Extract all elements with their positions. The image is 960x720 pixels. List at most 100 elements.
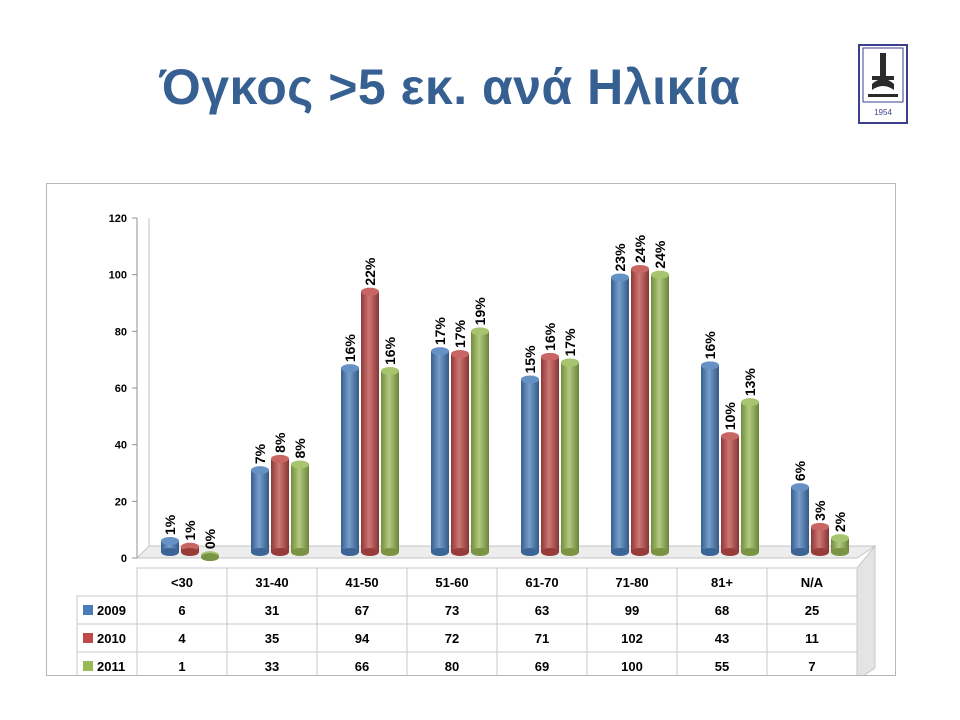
data-label: 24% [652, 240, 668, 269]
bar-base [341, 548, 359, 556]
y-tick-label: 40 [115, 440, 127, 452]
bar-2010-4 [541, 356, 559, 552]
data-label: 7% [252, 443, 268, 464]
bar-cap [831, 534, 849, 543]
table-cell [676, 567, 768, 597]
bar-cap [291, 460, 309, 469]
bar-base [381, 548, 399, 556]
table-cell [766, 623, 858, 653]
bar-base [791, 548, 809, 556]
table-value: 35 [265, 631, 279, 646]
data-label: 16% [702, 331, 718, 360]
bar-cap [471, 327, 489, 336]
bar-2011-4 [561, 362, 579, 552]
table-value: 11 [805, 631, 819, 646]
bar-base [561, 548, 579, 556]
table-value: 33 [265, 659, 279, 674]
bar-2009-2 [341, 368, 359, 552]
category-label: 41-50 [345, 575, 378, 590]
bar-2011-6 [741, 402, 759, 552]
bar-cap [701, 361, 719, 370]
bar-cap [451, 350, 469, 358]
bar-2009-5 [611, 277, 629, 552]
table-cell [316, 623, 408, 653]
y-tick-label: 20 [115, 496, 127, 508]
table-value: 100 [621, 659, 643, 674]
bar-2009-1 [251, 470, 269, 552]
data-label: 1% [182, 520, 198, 541]
table-value: 80 [445, 659, 459, 674]
table-value: 67 [355, 603, 369, 618]
data-label: 19% [472, 297, 488, 326]
legend-label: 2010 [97, 631, 126, 646]
y-tick-label: 120 [109, 213, 127, 225]
table-value: 1 [178, 659, 185, 674]
table-cell [226, 623, 318, 653]
bar-base [451, 548, 469, 556]
table-cell [136, 623, 228, 653]
data-label: 3% [812, 500, 828, 521]
bar-cap [811, 522, 829, 531]
category-label: 81+ [711, 575, 733, 590]
data-label: 22% [362, 257, 378, 286]
data-label: 8% [292, 438, 308, 459]
bar-2011-5 [651, 274, 669, 552]
bar-cap [341, 364, 359, 373]
legend-swatch-2009 [83, 605, 93, 615]
bar-2010-1 [271, 458, 289, 552]
bar-2011-1 [291, 464, 309, 552]
table-value: 99 [625, 603, 639, 618]
table-value: 6 [178, 603, 185, 618]
bar-base [811, 548, 829, 556]
data-label: 17% [562, 328, 578, 357]
legend-label: 2009 [97, 603, 126, 618]
data-label: 13% [742, 368, 758, 397]
data-label: 16% [382, 336, 398, 365]
table-cell [406, 567, 498, 597]
bar-base [161, 548, 179, 556]
bar-base [541, 548, 559, 556]
bar-2010-7 [811, 526, 829, 552]
bar-base [631, 548, 649, 556]
bar-cap [791, 483, 809, 492]
bar-cap [431, 347, 449, 356]
bar-cap [541, 352, 559, 361]
bar-2010-5 [631, 269, 649, 552]
bar-chart: 0204060801001201%7%16%17%15%23%16%6%1%8%… [76, 213, 877, 681]
table-cell [766, 595, 858, 625]
y-tick-label: 0 [121, 553, 127, 565]
table-cell [496, 567, 588, 597]
bar-2011-3 [471, 331, 489, 552]
table-value: 43 [715, 631, 729, 646]
data-label: 10% [722, 402, 738, 431]
data-label: 6% [792, 460, 808, 481]
bar-2009-0 [161, 541, 179, 552]
bar-cap [651, 270, 669, 279]
category-label: 71-80 [615, 575, 648, 590]
data-label: 17% [432, 317, 448, 346]
table-value: 7 [808, 659, 815, 674]
bar-2009-3 [431, 351, 449, 552]
category-label: N/A [801, 575, 824, 590]
bar-cap [631, 265, 649, 273]
bar-cap [271, 454, 289, 463]
table-value: 69 [535, 659, 549, 674]
table-cell [586, 595, 678, 625]
bar-2011-2 [381, 371, 399, 552]
bar-base [741, 548, 759, 556]
category-label: 31-40 [255, 575, 288, 590]
bar-cap [611, 273, 629, 282]
chart-frame: 0 20 40 60 80 100 120 1% 7% 16% 17% 15% 23% 16% 6% 1% 8%… [46, 183, 896, 681]
bar-2009-4 [521, 379, 539, 552]
bar-base [831, 548, 849, 556]
data-label: 8% [272, 432, 288, 453]
table-value: 4 [178, 631, 186, 646]
bar-base [271, 548, 289, 556]
legend-label: 2011 [97, 659, 125, 674]
category-label: 61-70 [525, 575, 558, 590]
category-label: <30 [171, 575, 193, 590]
table-value: 66 [355, 659, 369, 674]
bar-base [651, 548, 669, 556]
y-tick-label: 100 [109, 270, 127, 282]
bar-2009-7 [791, 487, 809, 552]
